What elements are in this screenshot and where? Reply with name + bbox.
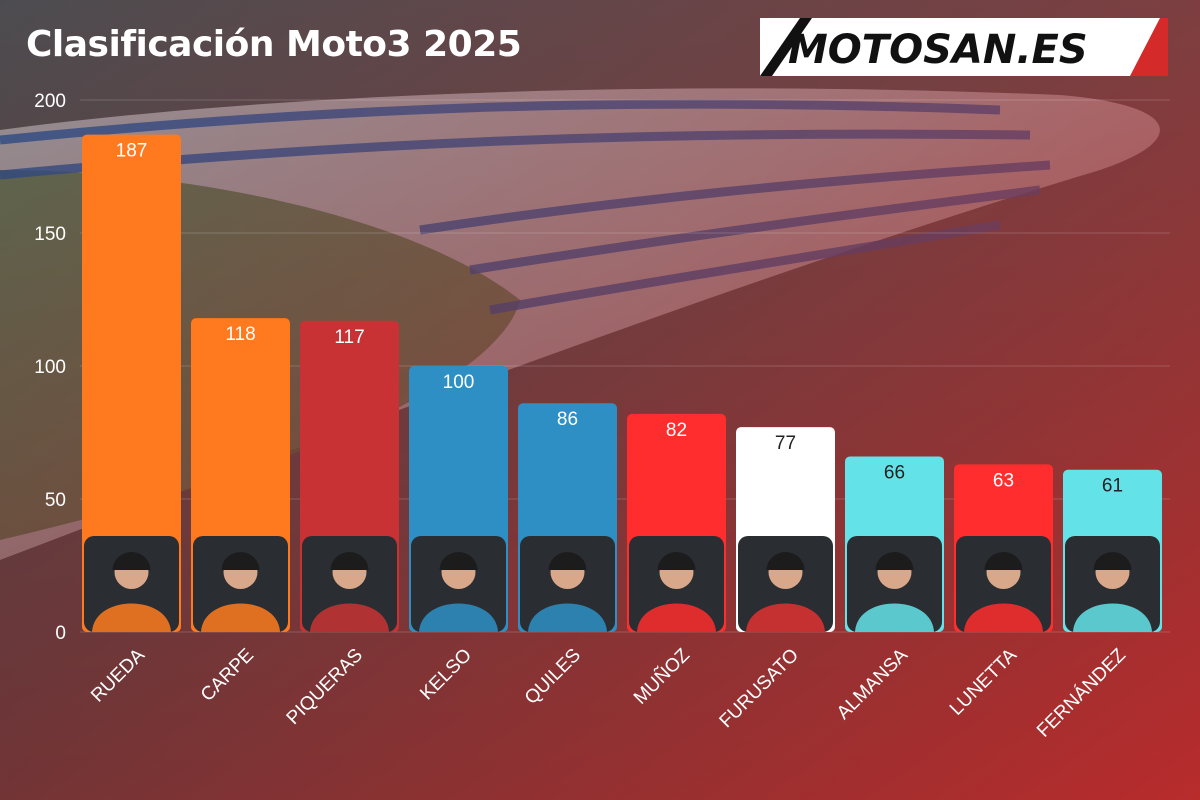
rider-cap-icon [1093, 552, 1132, 570]
logo-wordmark: MOTOSAN.ES [788, 27, 1088, 73]
category-label: FURUSATO [716, 645, 804, 733]
rider-suit-icon [746, 603, 825, 632]
rider-suit-icon [92, 603, 171, 632]
category-label: ALMANSA [833, 644, 912, 723]
rider-cap-icon [657, 552, 696, 570]
category-label: KELSO [416, 645, 476, 705]
rider-suit-icon [855, 603, 934, 632]
value-label: 77 [775, 433, 796, 454]
rider-suit-icon [419, 603, 498, 632]
value-label: 100 [443, 372, 475, 393]
value-label: 187 [116, 141, 148, 162]
rider-cap-icon [221, 552, 260, 570]
rider-cap-icon [330, 552, 369, 570]
rider-cap-icon [984, 552, 1023, 570]
value-label: 82 [666, 420, 687, 441]
rider-cap-icon [439, 552, 478, 570]
category-label: RUEDA [87, 644, 149, 706]
value-label: 86 [557, 409, 578, 430]
value-label: 66 [884, 462, 905, 483]
rider-suit-icon [310, 603, 389, 632]
category-label: PIQUERAS [283, 645, 367, 729]
rider-cap-icon [875, 552, 914, 570]
rider-suit-icon [528, 603, 607, 632]
rider-cap-icon [548, 552, 587, 570]
rider-cap-icon [112, 552, 151, 570]
rider-suit-icon [1073, 603, 1152, 632]
category-label: CARPE [197, 645, 258, 706]
value-label: 61 [1102, 476, 1123, 497]
y-tick-label: 150 [34, 224, 66, 245]
page-title: Clasificación Moto3 2025 [26, 24, 522, 65]
y-tick-label: 200 [34, 91, 66, 112]
category-label: LUNETTA [946, 644, 1021, 719]
y-tick-label: 100 [34, 357, 66, 378]
bar-rueda [82, 134, 181, 632]
value-label: 117 [334, 327, 364, 348]
y-tick-label: 50 [45, 490, 66, 511]
category-label: QUILES [521, 645, 585, 709]
motosan-logo: MOTOSAN.ES [760, 18, 1168, 76]
rider-suit-icon [637, 603, 716, 632]
y-tick-label: 0 [55, 623, 66, 644]
category-label: FERNÁNDEZ [1033, 644, 1130, 741]
value-label: 118 [225, 324, 255, 345]
rider-cap-icon [766, 552, 805, 570]
rider-suit-icon [964, 603, 1043, 632]
category-label: MUÑOZ [629, 644, 694, 709]
rider-suit-icon [201, 603, 280, 632]
value-label: 63 [993, 470, 1014, 491]
